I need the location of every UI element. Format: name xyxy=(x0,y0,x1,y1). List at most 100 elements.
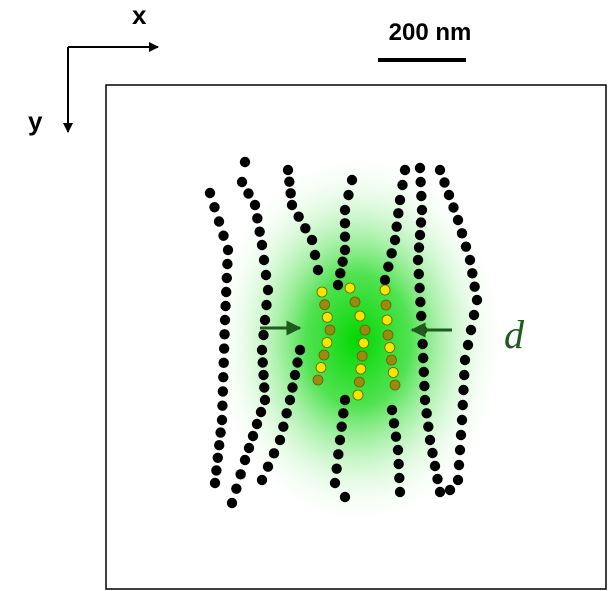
dot xyxy=(218,231,228,241)
dot xyxy=(331,463,341,473)
dot xyxy=(254,226,264,236)
dot xyxy=(427,448,437,458)
page: x y 200 nm d (() => { const data = JSON.… xyxy=(0,0,616,591)
dot xyxy=(227,498,237,508)
dot xyxy=(263,285,273,295)
dot xyxy=(391,431,401,441)
figure: x y 200 nm d xyxy=(0,0,616,591)
dot xyxy=(461,241,471,251)
dot xyxy=(221,287,231,297)
y-label: y xyxy=(28,106,43,136)
dot xyxy=(423,421,433,431)
dot xyxy=(356,364,366,374)
dot xyxy=(430,461,440,471)
dot xyxy=(261,300,271,310)
dot xyxy=(359,338,369,348)
dot xyxy=(460,355,470,365)
dot xyxy=(390,380,400,390)
dot xyxy=(283,165,293,175)
dot xyxy=(322,312,332,322)
dot xyxy=(335,435,345,445)
dot xyxy=(340,395,350,405)
dot xyxy=(335,268,345,278)
dot xyxy=(263,461,273,471)
dot xyxy=(295,345,305,355)
dot xyxy=(465,255,475,265)
dot xyxy=(333,449,343,459)
dot xyxy=(347,175,357,185)
dot xyxy=(453,475,463,485)
dot xyxy=(284,176,294,186)
dot xyxy=(235,469,245,479)
dot xyxy=(278,421,288,431)
dot xyxy=(393,208,403,218)
dot xyxy=(416,217,426,227)
dot xyxy=(380,275,390,285)
dot xyxy=(469,310,479,320)
dot xyxy=(353,390,363,400)
dot xyxy=(290,370,300,380)
dot xyxy=(463,340,473,350)
dot xyxy=(458,400,468,410)
dot xyxy=(222,273,232,283)
dot xyxy=(258,330,268,340)
dot xyxy=(333,280,343,290)
dot xyxy=(340,492,350,502)
dot xyxy=(337,256,347,266)
dot xyxy=(455,445,465,455)
dot xyxy=(444,190,454,200)
dot xyxy=(316,363,326,373)
dot xyxy=(269,448,279,458)
dot xyxy=(259,382,269,392)
dot xyxy=(213,453,223,463)
dot xyxy=(458,385,468,395)
d-label: d xyxy=(504,312,525,357)
dot xyxy=(338,408,348,418)
dot xyxy=(310,250,320,260)
dot xyxy=(400,165,410,175)
dot xyxy=(307,235,317,245)
dot xyxy=(258,370,268,380)
dot xyxy=(382,315,392,325)
dot xyxy=(394,473,404,483)
dot xyxy=(389,418,399,428)
scale-bar-label: 200 nm xyxy=(389,19,472,46)
dot xyxy=(393,459,403,469)
dot xyxy=(292,357,302,367)
dot xyxy=(211,465,221,475)
dot xyxy=(259,255,269,265)
dot xyxy=(317,287,327,297)
dot xyxy=(244,443,254,453)
x-label: x xyxy=(132,0,147,30)
dot xyxy=(416,191,426,201)
dot xyxy=(415,177,425,187)
dot xyxy=(252,419,262,429)
dot xyxy=(219,329,229,339)
dot xyxy=(435,487,445,497)
dot xyxy=(257,475,267,485)
dot xyxy=(472,295,482,305)
dot xyxy=(209,202,219,212)
dot xyxy=(414,242,424,252)
dot xyxy=(248,431,258,441)
dot xyxy=(287,382,297,392)
dot xyxy=(418,353,428,363)
dot xyxy=(340,245,350,255)
dot xyxy=(220,301,230,311)
dot xyxy=(220,315,230,325)
dot xyxy=(448,202,458,212)
dot xyxy=(387,405,397,415)
dot xyxy=(417,205,427,215)
dot xyxy=(340,205,350,215)
dot xyxy=(413,255,423,265)
dot xyxy=(313,265,323,275)
dot xyxy=(419,367,429,377)
dot xyxy=(217,415,227,425)
dot xyxy=(419,381,429,391)
dot xyxy=(237,177,247,187)
dot xyxy=(355,311,365,321)
dot xyxy=(453,215,463,225)
dot xyxy=(395,195,405,205)
dot xyxy=(219,343,229,353)
dot xyxy=(415,163,425,173)
